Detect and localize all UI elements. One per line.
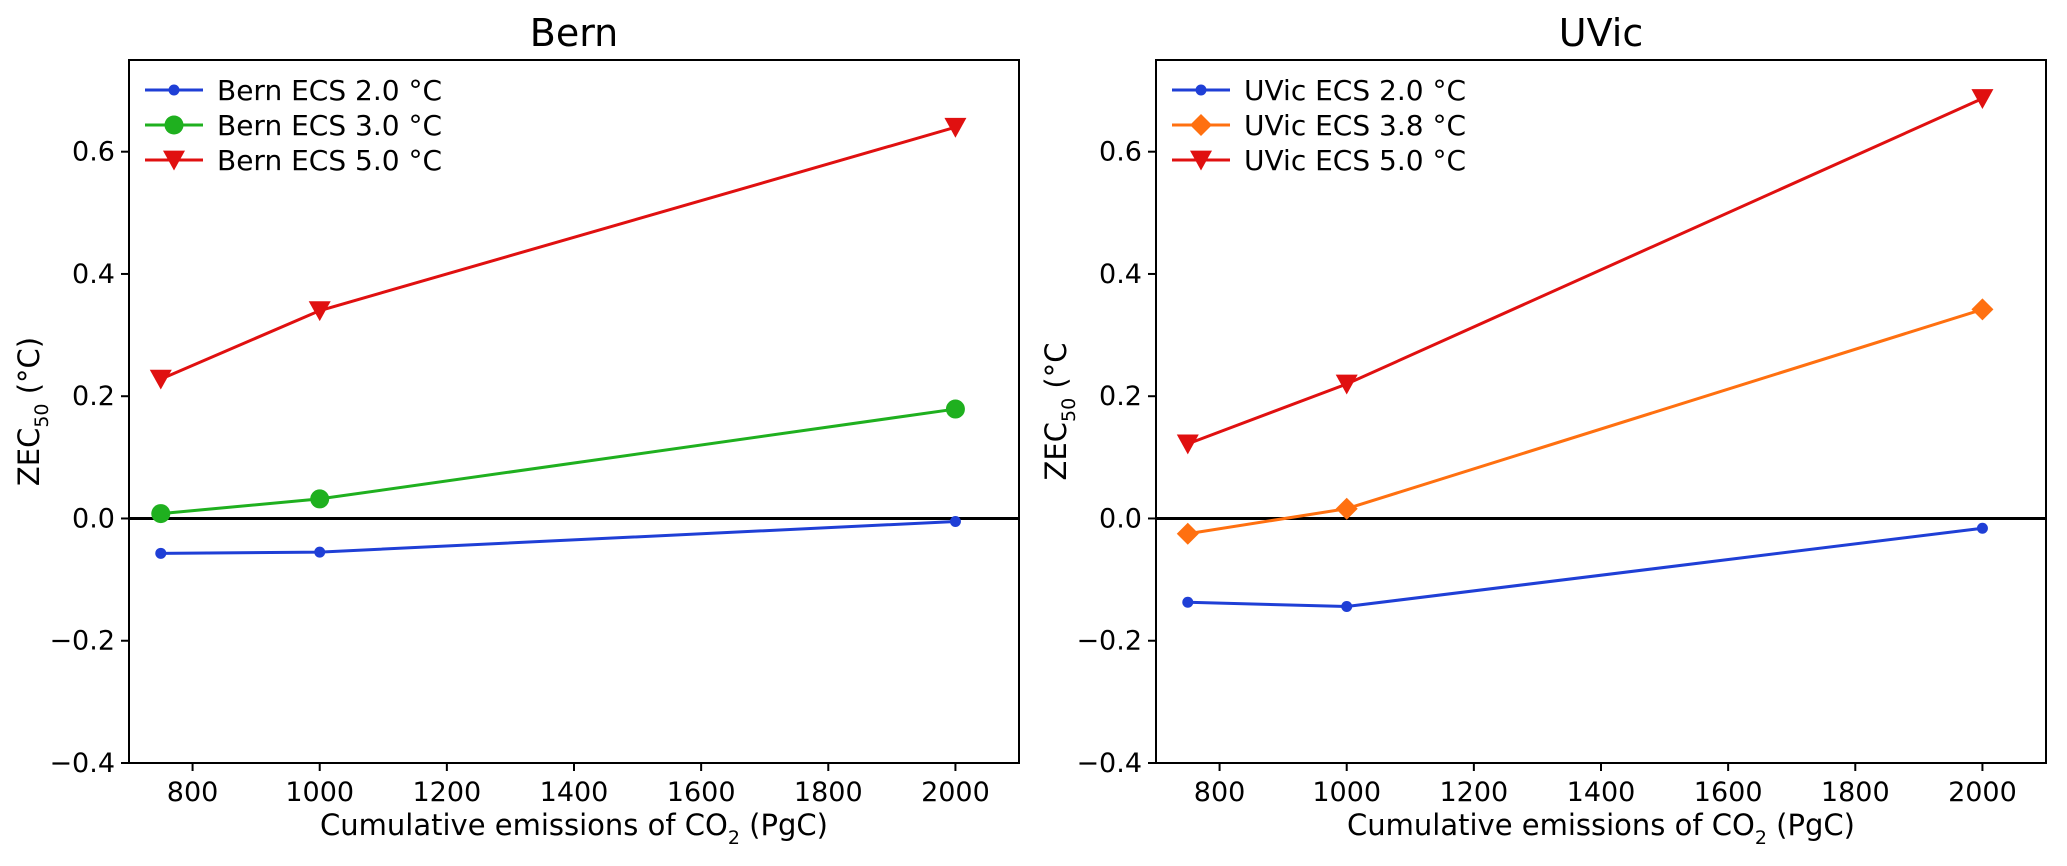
x-axis-label-subscript: 2 (728, 827, 740, 849)
chart-title: UVic (1559, 11, 1643, 55)
series-line-2 (160, 407, 956, 516)
y-tick-label: 0.4 (1099, 259, 1142, 290)
data-point-s3-2 (308, 301, 331, 322)
y-axis-label-main: ZEC (12, 428, 46, 486)
series-line-2 (1187, 307, 1983, 536)
y-tick-label: −0.4 (49, 748, 115, 779)
x-tick-label: 1000 (1312, 777, 1381, 808)
y-axis-label-unit: (°C (1039, 343, 1073, 398)
x-axis-label-unit: (PgC) (1767, 808, 1855, 842)
series-line-1 (1187, 526, 1983, 609)
data-point-s3-3 (1971, 89, 1994, 109)
x-tick-label: 1400 (540, 777, 609, 808)
x-tick-label: 1600 (1694, 777, 1763, 808)
x-axis-label: Cumulative emissions of CO2 (PgC) (320, 808, 828, 849)
x-axis-label-main: Cumulative emissions of CO (320, 808, 728, 842)
legend-label-1: UVic ECS 2.0 °C (1244, 74, 1466, 107)
legend-label-3: Bern ECS 5.0 °C (217, 144, 442, 177)
y-axis-label: ZEC50 (°C) (12, 337, 53, 486)
legend-label-2: UVic ECS 3.8 °C (1244, 109, 1466, 142)
x-axis-label-main: Cumulative emissions of CO (1347, 808, 1755, 842)
x-axis-label-subscript: 2 (1755, 827, 1767, 849)
legend-label-3: UVic ECS 5.0 °C (1244, 144, 1466, 177)
legend-marker-3 (163, 150, 185, 171)
y-tick-label: −0.2 (49, 626, 115, 657)
data-point-s2-2 (310, 489, 330, 509)
y-axis-label-unit: (°C) (12, 337, 46, 404)
data-point-s3-2 (1335, 374, 1358, 395)
data-point-s1-3 (1976, 522, 1988, 534)
x-tick-label: 1200 (1439, 777, 1508, 808)
data-point-s1-2 (1341, 601, 1353, 613)
x-tick-label: 800 (1194, 777, 1246, 808)
data-point-s3-1 (1176, 434, 1199, 455)
legend-marker-1 (1195, 84, 1207, 96)
legend-label-2: Bern ECS 3.0 °C (217, 109, 442, 142)
x-axis-label: Cumulative emissions of CO2 (PgC) (1347, 808, 1855, 849)
y-tick-label: 0.0 (1099, 503, 1142, 534)
y-axis-label-subscript: 50 (1058, 398, 1080, 422)
x-tick-label: 2000 (921, 777, 990, 808)
y-tick-label: 0.6 (72, 137, 115, 168)
data-point-s3-3 (944, 117, 967, 138)
data-point-s1-3 (949, 516, 961, 528)
data-point-s1-1 (1182, 596, 1194, 608)
x-axis-label-unit: (PgC) (740, 808, 828, 842)
data-point-s2-3 (1971, 298, 1994, 321)
x-tick-label: 1600 (667, 777, 736, 808)
y-tick-label: −0.4 (1076, 748, 1142, 779)
x-tick-label: 800 (167, 777, 219, 808)
legend-label-1: Bern ECS 2.0 °C (217, 74, 442, 107)
data-point-s2-2 (1335, 497, 1358, 520)
x-tick-label: 1800 (794, 777, 863, 808)
chart-title: Bern (530, 11, 619, 55)
series-line-1 (160, 520, 956, 555)
y-tick-label: −0.2 (1076, 626, 1142, 657)
legend-marker-1 (168, 84, 180, 96)
data-point-s2-1 (151, 504, 171, 524)
chart-panel-1: Bern 800 1000 1200 1400 1600 1800 2000 −0.4 −0.2 0… (12, 11, 1020, 849)
x-tick-label: 1000 (285, 777, 354, 808)
data-point-s3-1 (149, 369, 172, 390)
data-point-s2-3 (945, 399, 965, 419)
x-tick-label: 1400 (1567, 777, 1636, 808)
y-tick-label: 0.0 (72, 503, 115, 534)
y-axis-label-subscript: 50 (31, 403, 53, 427)
y-tick-label: 0.2 (1099, 381, 1142, 412)
legend-marker-2 (164, 115, 184, 135)
legend-marker-2 (1190, 114, 1212, 136)
y-tick-label: 0.4 (72, 259, 115, 290)
data-point-s1-2 (314, 546, 326, 558)
y-tick-label: 0.2 (72, 381, 115, 412)
x-tick-label: 2000 (1948, 777, 2017, 808)
x-tick-label: 1800 (1821, 777, 1890, 808)
legend-marker-3 (1190, 150, 1212, 171)
data-point-s1-1 (155, 547, 167, 559)
y-tick-label: 0.6 (1099, 137, 1142, 168)
y-axis-label: ZEC50 (°C (1039, 343, 1080, 481)
chart-panel-2: UVic 800 1000 1200 1400 1600 1800 2000 −0.4 −0.2 0… (1039, 11, 2047, 849)
y-axis-label-main: ZEC (1039, 422, 1073, 480)
x-tick-label: 1200 (412, 777, 481, 808)
data-point-s2-1 (1176, 522, 1199, 545)
